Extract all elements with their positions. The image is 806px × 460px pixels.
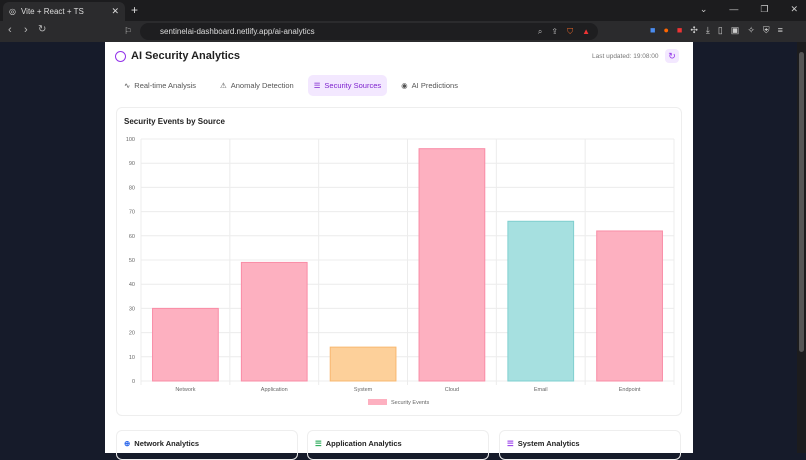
application-analytics-card: ☰ Application Analytics — [307, 430, 489, 460]
x-tick-label: Application — [261, 387, 288, 393]
bar-email — [507, 220, 575, 382]
vpn-icon[interactable]: ⛨ — [762, 25, 770, 35]
section-title: System Analytics — [517, 439, 580, 448]
bar-network — [152, 307, 219, 382]
browser-tab[interactable]: ◎ Vite + React + TS ✕ — [3, 2, 125, 21]
forward-button[interactable]: › — [24, 24, 28, 36]
close-window-button[interactable]: ✕ — [790, 4, 798, 14]
scrollbar-thumb[interactable] — [799, 52, 804, 352]
legend-swatch — [368, 399, 387, 405]
page-title: AI Security Analytics — [131, 50, 241, 62]
server-icon: ☰ — [315, 439, 322, 448]
browser-tab-bar: ◎ Vite + React + TS ✕ + ⌄ — ❐ ✕ — [0, 0, 806, 21]
x-tick-label: Endpoint — [619, 387, 641, 393]
y-tick-label: 80 — [129, 185, 135, 191]
y-tick-label: 70 — [129, 210, 135, 216]
y-tick-label: 10 — [129, 355, 135, 361]
scrollbar[interactable] — [797, 42, 806, 453]
extension-icon[interactable]: ■ — [676, 25, 683, 35]
y-tick-label: 100 — [126, 137, 135, 143]
bar-endpoint — [596, 230, 663, 382]
extension-icon[interactable]: ● — [663, 25, 669, 35]
leo-icon[interactable]: ✧ — [747, 25, 755, 35]
x-tick-label: Network — [175, 387, 195, 393]
system-analytics-card: ☰ System Analytics — [499, 430, 681, 460]
back-button[interactable]: ‹ — [8, 24, 12, 36]
download-icon[interactable]: ⤓ — [705, 25, 710, 35]
y-tick-label: 60 — [129, 234, 135, 240]
minimize-button[interactable]: — — [729, 4, 739, 14]
y-tick-label: 90 — [129, 161, 135, 167]
bookmark-icon[interactable]: ⚐ — [124, 26, 133, 36]
analytics-page: AI Security Analytics Last updated: 19:0… — [105, 42, 693, 460]
tab-label: Real-time Analysis — [134, 81, 196, 90]
warning-icon: ⚠ — [220, 81, 227, 90]
tab-title: Vite + React + TS — [20, 7, 84, 16]
restore-button[interactable]: ❐ — [760, 4, 769, 14]
new-tab-button[interactable]: + — [131, 3, 139, 17]
x-tick-label: Email — [534, 387, 548, 393]
chart-title: Security Events by Source — [124, 117, 225, 126]
address-bar[interactable]: sentinelai-dashboard.netlify.app/ai-anal… — [140, 23, 598, 40]
bar-system — [329, 346, 397, 382]
brain-icon — [115, 50, 126, 62]
chart-card: Security Events by Source 0 10 20 30 40 50 60 7… — [116, 107, 682, 416]
tab-search-icon[interactable]: ⌄ — [699, 4, 708, 14]
x-tick-label: System — [354, 387, 373, 393]
globe-icon: ⊕ — [124, 439, 131, 448]
bar-cloud — [418, 148, 486, 382]
y-tick-label: 20 — [129, 331, 135, 337]
x-tick-label: Cloud — [445, 387, 459, 393]
tab-security-sources[interactable]: ☰ Security Sources — [307, 75, 388, 96]
refresh-button[interactable]: ↻ — [665, 49, 679, 63]
url-text: sentinelai-dashboard.netlify.app/ai-anal… — [160, 27, 315, 36]
menu-icon[interactable]: ≡ — [777, 25, 783, 35]
sidebar-icon[interactable]: ▯ — [717, 25, 723, 35]
tab-real-time-analysis[interactable]: ∿ Real-time Analysis — [118, 75, 202, 96]
extensions-icon[interactable]: ✣ — [690, 25, 698, 35]
reload-button[interactable]: ↻ — [38, 24, 47, 35]
globe-icon: ◎ — [9, 7, 16, 16]
activity-icon: ∿ — [124, 81, 131, 90]
legend-label: Security Events — [391, 400, 429, 406]
share-icon[interactable]: ⇪ — [551, 26, 559, 36]
brave-rewards-icon[interactable]: ▲ — [582, 26, 590, 36]
database-icon: ☰ — [313, 81, 321, 90]
tab-label: AI Predictions — [411, 81, 458, 90]
y-tick-label: 30 — [129, 306, 135, 312]
close-tab-icon[interactable]: ✕ — [111, 6, 119, 16]
bar-application — [240, 261, 308, 382]
y-tick-label: 40 — [129, 282, 135, 288]
tab-ai-predictions[interactable]: ◉ AI Predictions — [395, 75, 464, 96]
last-updated: Last updated: 19:08:00 — [592, 53, 659, 60]
browser-toolbar: ‹ › ↻ ⚐ sentinelai-dashboard.netlify.app… — [0, 21, 806, 42]
brave-shield-icon[interactable]: ⛉ — [567, 26, 574, 36]
network-analytics-card: ⊕ Network Analytics — [116, 430, 298, 460]
tab-label: Security Sources — [324, 81, 382, 90]
database-icon: ☰ — [507, 439, 514, 448]
section-title: Network Analytics — [134, 439, 200, 448]
zoom-icon[interactable]: ⌕ — [537, 26, 543, 36]
y-tick-label: 0 — [132, 379, 135, 385]
extension-icon[interactable]: ■ — [650, 25, 656, 35]
section-title: Application Analytics — [325, 439, 402, 448]
wallet-icon[interactable]: ▣ — [730, 25, 740, 35]
y-tick-label: 50 — [129, 258, 135, 264]
bar-chart: 0 10 20 30 40 50 60 70 80 90 100 Network Application… — [126, 137, 675, 406]
tab-label: Anomaly Detection — [230, 81, 294, 90]
tab-anomaly-detection[interactable]: ⚠ Anomaly Detection — [214, 75, 300, 96]
brain-icon: ◉ — [401, 81, 408, 90]
